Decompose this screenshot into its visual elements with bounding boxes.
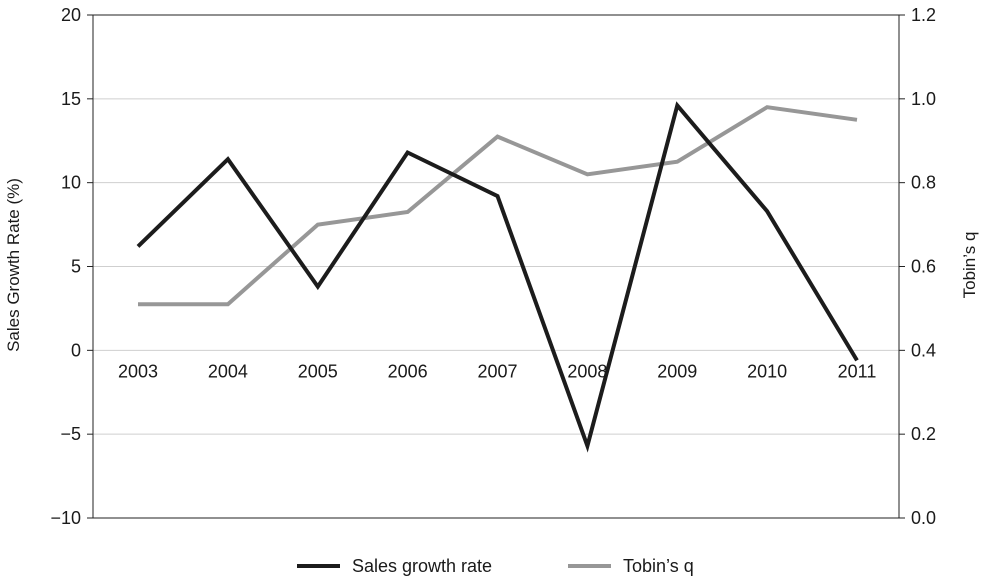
left-tick-label: 15 [61,89,81,109]
left-tick-label: 5 [71,257,81,277]
category-label-2011: 2011 [838,361,877,381]
right-y-axis-ticks: 0.0 0.2 0.4 0.6 0.8 1.0 1.2 [899,5,936,528]
category-labels: 2003 2004 2005 2006 2007 2008 2009 2010 2011 [118,361,876,381]
left-tick-label: 20 [61,5,81,25]
right-tick-label: 1.0 [911,89,936,109]
series-line-sales-growth-rate [136,101,859,453]
category-label-2004: 2004 [208,361,248,381]
right-tick-label: 0.6 [911,257,936,277]
category-label-2003: 2003 [118,361,158,381]
legend: Sales growth rate Tobin’s q [297,556,694,576]
legend-label-tobins-q: Tobin’s q [623,556,694,576]
right-y-axis-title: Tobin’s q [960,232,979,299]
right-tick-label: 0.8 [911,173,936,193]
category-label-2009: 2009 [657,361,697,381]
right-tick-label: 0.4 [911,340,936,360]
grid-lines [93,98,899,435]
left-tick-label: 10 [61,173,81,193]
left-tick-label: −5 [60,424,81,444]
category-label-2007: 2007 [477,361,517,381]
category-label-2008: 2008 [567,361,607,381]
left-tick-label: 0 [71,340,81,360]
data-series [136,101,859,453]
left-tick-label: −10 [50,508,81,528]
category-label-2010: 2010 [747,361,787,381]
right-tick-label: 0.2 [911,424,936,444]
category-label-2006: 2006 [388,361,428,381]
left-y-axis-ticks: −10 −5 0 5 10 15 20 [50,5,93,528]
left-y-axis-title: Sales Growth Rate (%) [4,178,23,352]
series-line-tobins-q [138,105,858,307]
category-label-2005: 2005 [298,361,338,381]
legend-label-sales-growth-rate: Sales growth rate [352,556,492,576]
right-tick-label: 1.2 [911,5,936,25]
right-tick-label: 0.0 [911,508,936,528]
